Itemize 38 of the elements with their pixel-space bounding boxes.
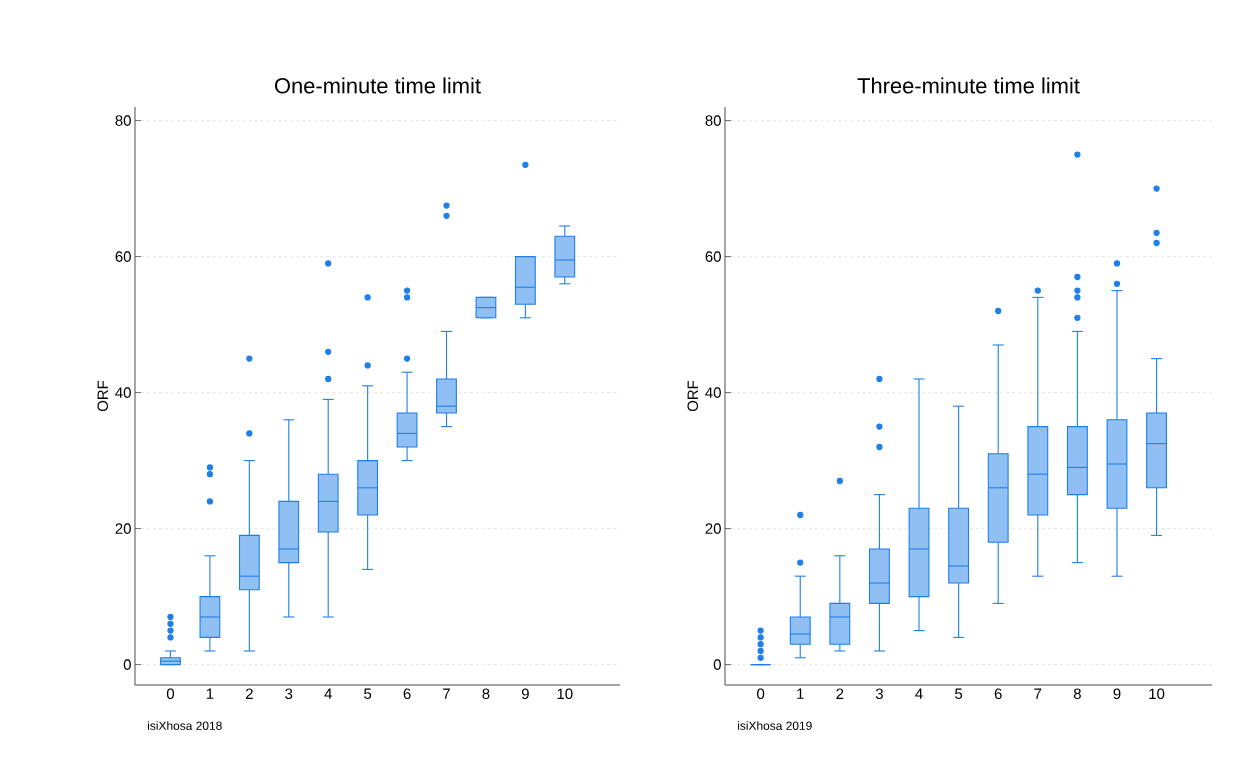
x-tick-label: 10 [557,688,573,700]
x-tick-label: 5 [955,688,963,699]
chart-title: One-minute time limit [275,77,481,94]
x-tick-label: 3 [875,688,883,700]
x-tick-label: 9 [521,688,529,700]
y-tick-label: 40 [115,387,131,398]
x-tick-label: 9 [1113,688,1121,700]
y-tick-label: 40 [705,387,721,398]
text: isiXhosa 2018 [148,721,222,730]
y-tick-label: 80 [115,115,131,126]
x-tick-label: 6 [994,688,1002,700]
y-tick-label: 60 [705,251,721,262]
x-tick-label: 2 [836,688,844,699]
x-tick-label: 6 [403,688,411,700]
text: isiXhosa 2019 [738,721,812,730]
y-tick-label: 20 [115,523,131,534]
y-tick-label: 60 [115,251,131,262]
x-tick-label: 8 [1073,688,1081,700]
y-tick-label: 20 [705,523,721,534]
x-tick-label: 4 [915,688,923,699]
x-tick-label: 7 [1034,688,1042,699]
x-tick-label: 10 [1149,688,1165,700]
x-tick-label: 1 [797,688,804,699]
x-tick-label: 0 [757,688,765,700]
y-tick-label: 0 [713,659,721,670]
y-tick-label: 80 [705,115,721,126]
x-tick-label: 4 [324,688,332,699]
x-tick-label: 5 [364,688,372,699]
x-tick-label: 8 [482,688,490,700]
y-axis-title: ORF [97,380,109,412]
x-tick-label: 2 [245,688,253,699]
y-tick-label: 0 [123,659,131,670]
x-tick-label: 1 [206,688,214,699]
x-tick-label: 3 [285,688,293,700]
x-tick-label: 7 [443,688,450,699]
x-tick-label: 0 [166,688,175,700]
y-axis-title: ORF [687,380,699,412]
chart-title: Three-minute time limit [857,77,1080,94]
